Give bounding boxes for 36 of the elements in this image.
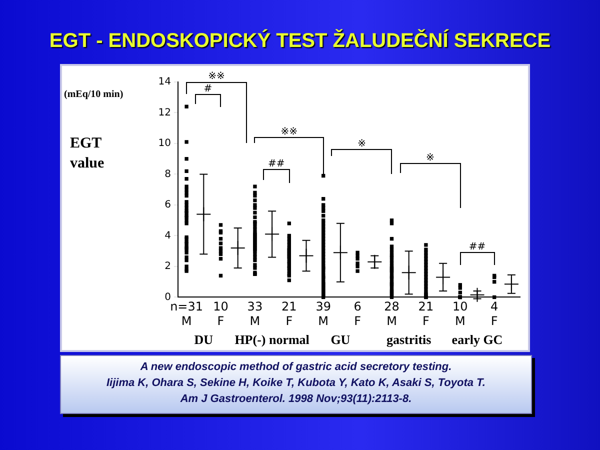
text: HP(-) normal xyxy=(234,332,310,347)
text: GU xyxy=(330,332,351,347)
x-tick-label: 39 M xyxy=(316,300,331,328)
y-tick-label: 4 xyxy=(164,230,171,242)
annotation: ※※ xyxy=(280,126,298,138)
y-tick-label: 12 xyxy=(158,107,171,118)
text: A new endoscopic method of gastric acid secretory testing. xyxy=(139,360,453,375)
x-tick-label: 10 F xyxy=(213,300,228,328)
text: early GC xyxy=(452,332,503,347)
y-axis-title: EGT value xyxy=(70,135,105,172)
y-tick-label: 0 xyxy=(164,292,171,303)
y-tick-label: 10 xyxy=(158,138,171,150)
y-tick-label: 6 xyxy=(164,200,171,211)
y-tick-label: 2 xyxy=(164,261,171,272)
x-tick-label: 6 F xyxy=(354,300,362,328)
chart-title: EGT - ENDOSKOPICKÝ TEST ŽALUDEČNÍ SEKRECE xyxy=(48,30,552,53)
text: Am J Gastroenterol. 1998 Nov;93(11):2113-8. xyxy=(179,392,413,407)
x-tick-label: 10 M xyxy=(452,300,468,328)
y-tick-label: 8 xyxy=(164,168,171,180)
x-tick-label: 28 M xyxy=(384,300,400,328)
annotation: ※ xyxy=(426,152,434,164)
x-tick-label: 21 F xyxy=(282,300,297,328)
text: DU xyxy=(194,332,214,347)
text: gastritis xyxy=(386,332,432,347)
text: Iijima K, Ohara S, Sekine H, Koike T, Kubota Y, Kato K, Asaki S, Toyota T. xyxy=(106,376,486,391)
x-tick-label: n=31 M xyxy=(170,300,204,328)
text: (mEq/10 min) xyxy=(64,88,124,100)
x-tick-label: 4 F xyxy=(490,300,498,328)
x-tick-label: 21 F xyxy=(418,300,434,328)
annotation: ## xyxy=(268,158,285,170)
annotation: # xyxy=(204,83,212,94)
y-tick-label: 14 xyxy=(158,76,171,88)
annotation: ※※ xyxy=(208,71,225,82)
annotation: ## xyxy=(468,242,486,253)
annotation: ※ xyxy=(358,138,366,150)
x-tick-label: 33 M xyxy=(247,300,263,328)
